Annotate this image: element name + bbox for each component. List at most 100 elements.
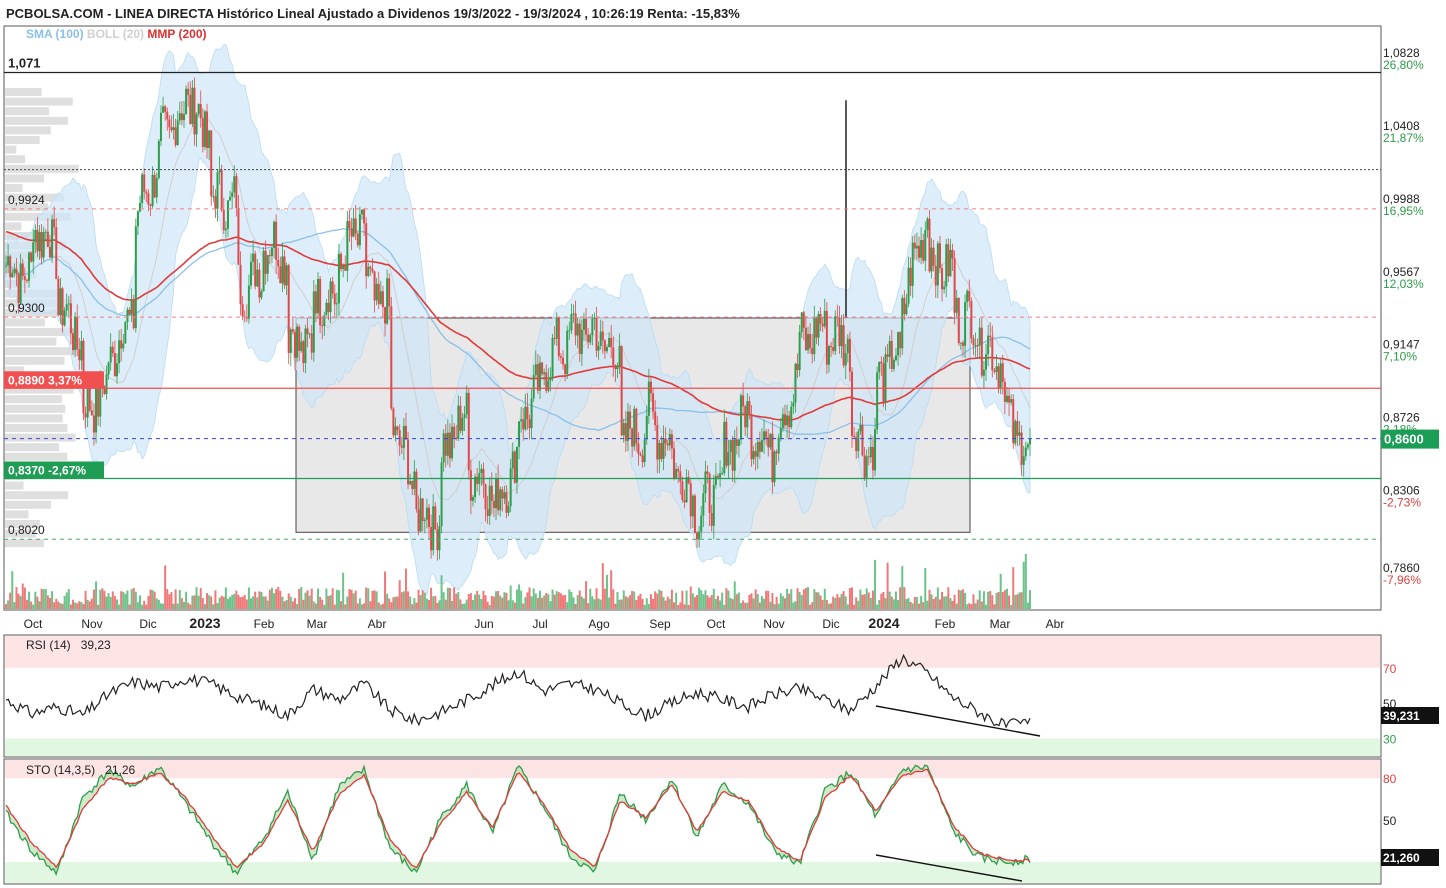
candle-body [888, 340, 891, 357]
volume-bar [314, 603, 317, 609]
volume-bar [317, 588, 320, 609]
candle-body [409, 480, 412, 485]
candle-body [1010, 399, 1013, 403]
volume-bar [995, 592, 998, 609]
volume-bar [603, 588, 606, 609]
last-price-label: 0,8600 [1384, 432, 1424, 447]
volume-bar [549, 601, 552, 609]
candle-body [781, 414, 784, 429]
volume-bar [538, 590, 541, 609]
volume-bar [488, 604, 491, 609]
volume-bar [250, 598, 253, 609]
volume-bar [434, 595, 437, 609]
volume-bar [206, 593, 209, 609]
candle-body [840, 325, 843, 347]
y-tick-pct: 16,95% [1383, 204, 1424, 218]
volume-bar [513, 602, 516, 609]
candle-body [886, 354, 889, 357]
candle-body [951, 249, 954, 259]
candle-body [777, 437, 780, 454]
candle-body [111, 346, 114, 354]
volume-bar [714, 598, 717, 609]
x-tick-label: Mar [307, 617, 328, 631]
candle-body [543, 372, 546, 375]
volume-bar [331, 588, 334, 609]
volume-bar [344, 604, 347, 609]
volume-bar [945, 596, 948, 609]
volume-bar [23, 587, 26, 609]
y-tick-label: 1,0408 [1383, 119, 1420, 133]
volume-bar [1003, 590, 1006, 609]
candle-body [176, 120, 179, 146]
volume-bar [157, 599, 160, 609]
volume-bar [442, 592, 445, 609]
volume-bar [164, 565, 167, 609]
candle-body [48, 247, 51, 258]
candle-body [172, 127, 175, 131]
candle-body [541, 362, 544, 375]
candle-body [811, 348, 814, 355]
volume-bar [982, 591, 985, 609]
volume-bar [578, 590, 581, 609]
volume-bar [769, 601, 772, 609]
candle-body [124, 322, 127, 344]
volume-bar [505, 592, 508, 609]
candle-body [430, 527, 433, 551]
candle-body [258, 269, 261, 298]
candle-body [118, 340, 121, 364]
candle-body [457, 405, 460, 439]
volume-bar [972, 594, 975, 609]
candle-body [765, 431, 768, 438]
volume-bar [32, 604, 35, 609]
volume-bar [67, 589, 70, 609]
volume-bar [63, 595, 66, 609]
candle-body [721, 472, 724, 474]
candle-body [302, 341, 305, 364]
volume-bar [308, 595, 311, 609]
volume-bar [926, 600, 929, 609]
volume-bar [371, 590, 374, 609]
level-label: 0,9300 [8, 301, 45, 315]
volume-bar [444, 599, 447, 609]
candle-body [851, 371, 854, 436]
volume-bar [953, 594, 956, 609]
x-tick-label: Ago [588, 617, 610, 631]
candle-body [585, 318, 588, 335]
volume-bar [337, 590, 340, 609]
volume-bar [909, 602, 912, 609]
candle-body [350, 228, 353, 237]
candle-body [670, 434, 673, 449]
candle-body [53, 219, 56, 228]
candle-body [882, 363, 885, 402]
candle-body [327, 302, 330, 313]
volume-bar [149, 589, 152, 609]
volume-bar [419, 595, 422, 609]
volume-bar [637, 595, 640, 609]
bollinger-mid-line [5, 115, 1031, 501]
volume-bar [700, 590, 703, 609]
x-tick-label: Oct [24, 617, 43, 631]
candle-body [335, 303, 338, 305]
candle-body [438, 526, 441, 551]
volume-bar [310, 588, 313, 609]
candle-body [597, 345, 600, 351]
candle-body [344, 265, 347, 271]
candle-body [564, 364, 567, 375]
volume-profile-bar [5, 145, 17, 154]
volume-bar [1020, 592, 1023, 609]
candle-body [754, 451, 757, 457]
volume-bar [21, 583, 24, 609]
volume-bar [679, 602, 682, 609]
candle-body [515, 446, 518, 483]
volume-bar [333, 604, 336, 609]
candle-body [647, 381, 650, 416]
volume-bar [727, 590, 730, 609]
volume-bar [532, 588, 535, 609]
volume-bar [737, 592, 740, 609]
candle-body [241, 304, 244, 317]
candle-body [436, 529, 439, 551]
volume-bar [819, 595, 822, 609]
candle-body [744, 406, 747, 428]
volume-bar [530, 596, 533, 609]
candle-body [254, 253, 257, 287]
